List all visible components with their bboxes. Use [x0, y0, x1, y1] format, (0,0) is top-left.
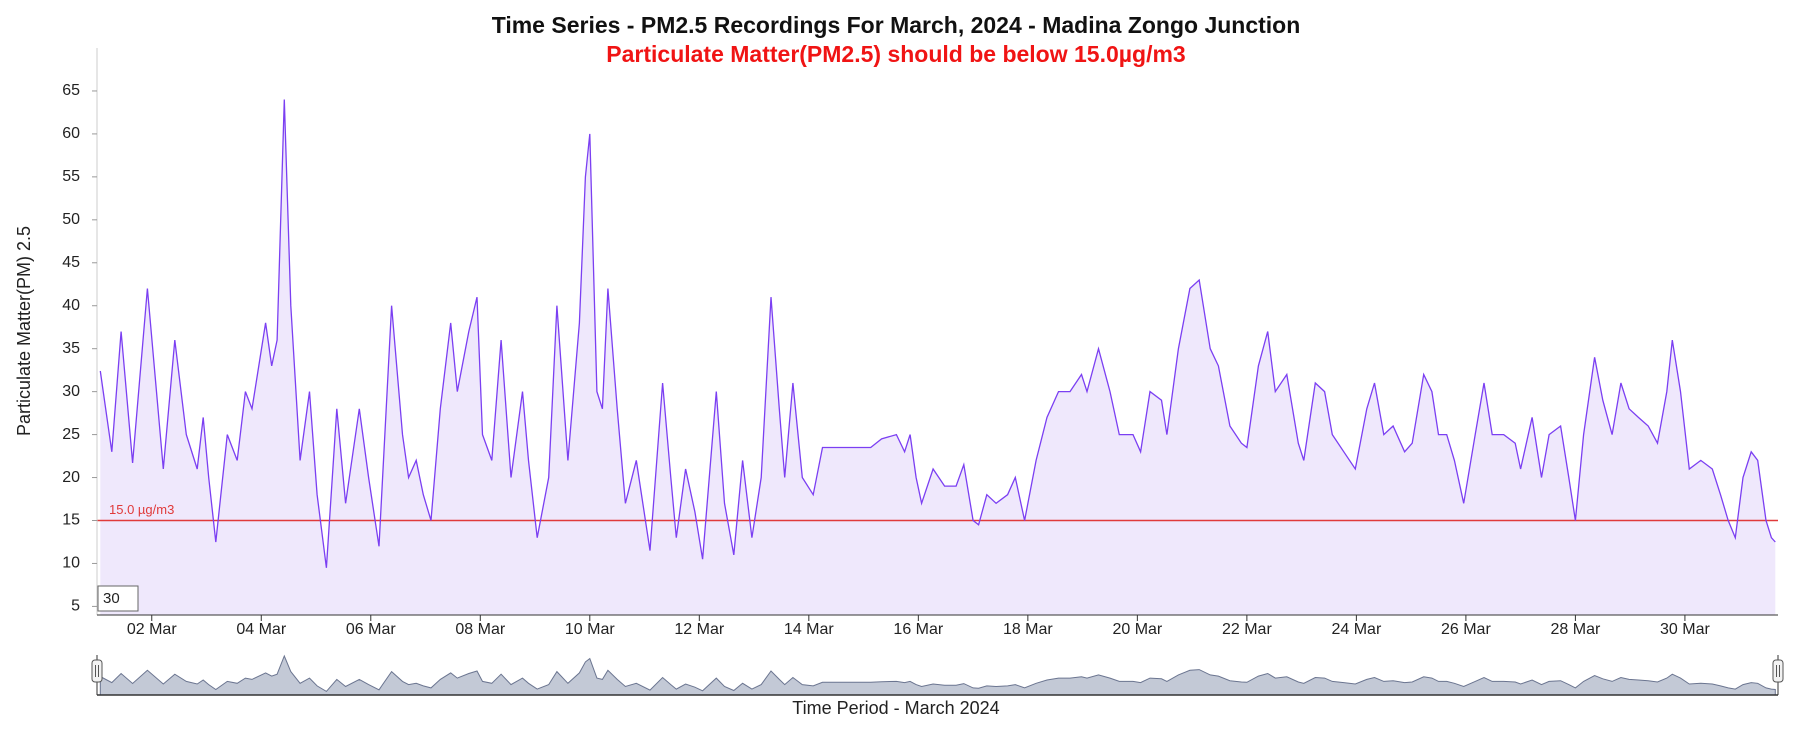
x-tick-label: 04 Mar [236, 621, 286, 638]
y-tick-label: 15 [62, 512, 80, 529]
data-line [99, 99, 1776, 568]
y-tick-label: 50 [62, 211, 80, 228]
x-tick-label: 06 Mar [346, 621, 396, 638]
y-tick-label: 65 [62, 82, 80, 99]
y-axis-title: Particulate Matter(PM) 2.5 [14, 226, 34, 436]
threshold-label: 15.0 µg/m3 [109, 502, 174, 517]
x-tick-label: 14 Mar [784, 621, 834, 638]
chart-subtitle: Particulate Matter(PM2.5) should be belo… [606, 41, 1185, 67]
x-tick-label: 02 Mar [127, 621, 177, 638]
y-tick-label: 60 [62, 125, 80, 142]
x-tick-label: 30 Mar [1660, 621, 1710, 638]
x-tick-label: 26 Mar [1441, 621, 1491, 638]
x-axis-title: Time Period - March 2024 [792, 698, 999, 718]
y-tick-label: 10 [62, 555, 80, 572]
y-tick-label: 40 [62, 297, 80, 314]
x-tick-label: 16 Mar [893, 621, 943, 638]
navigator-handle[interactable] [1772, 659, 1784, 683]
x-tick-label: 10 Mar [565, 621, 615, 638]
chart-title: Time Series - PM2.5 Recordings For March… [492, 12, 1301, 38]
area-fill [100, 99, 1776, 615]
x-tick-label: 20 Mar [1112, 621, 1162, 638]
y-tick-label: 20 [62, 469, 80, 486]
range-input[interactable] [97, 585, 139, 612]
x-tick-label: 18 Mar [1003, 621, 1053, 638]
y-tick-label: 35 [62, 340, 80, 357]
y-tick-label: 30 [62, 383, 80, 400]
x-tick-label: 08 Mar [455, 621, 505, 638]
x-tick-label: 12 Mar [674, 621, 724, 638]
y-tick-label: 25 [62, 426, 80, 443]
y-tick-label: 5 [71, 598, 80, 615]
x-tick-label: 28 Mar [1551, 621, 1601, 638]
y-tick-label: 45 [62, 254, 80, 271]
navigator-handle[interactable] [91, 659, 103, 683]
range-input-value[interactable]: 30 [103, 590, 120, 607]
x-tick-label: 24 Mar [1331, 621, 1381, 638]
y-tick-label: 55 [62, 168, 80, 185]
navigator-area [99, 654, 1776, 696]
x-tick-label: 22 Mar [1222, 621, 1272, 638]
